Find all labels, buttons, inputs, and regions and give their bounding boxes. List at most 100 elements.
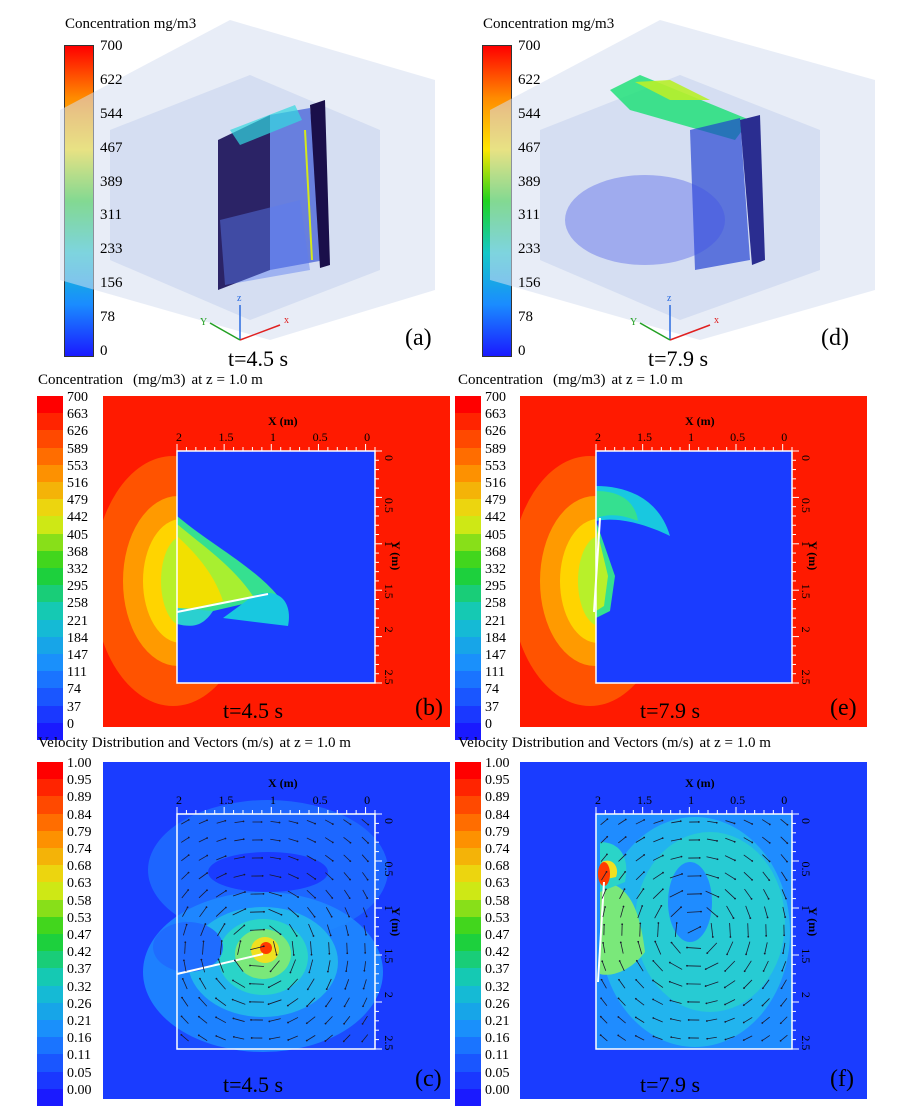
colorbar-swatch bbox=[37, 464, 63, 482]
velocity-vector-head bbox=[232, 1017, 235, 1020]
colorbar-level-label: 553 bbox=[485, 458, 506, 474]
velocity-vector bbox=[325, 872, 333, 880]
velocity-vector-head bbox=[606, 818, 609, 821]
triad-z-label: z bbox=[667, 293, 672, 304]
velocity-vector-head bbox=[292, 954, 295, 956]
colorbar-swatch bbox=[37, 568, 63, 586]
velocity-vector bbox=[181, 872, 189, 880]
velocity-vector bbox=[268, 891, 282, 897]
velocity-vector bbox=[249, 929, 265, 931]
velocity-vector-head bbox=[751, 823, 754, 825]
velocity-vector-head bbox=[206, 819, 208, 822]
x-axis-title: X (m) bbox=[685, 414, 715, 428]
velocity-vector bbox=[310, 941, 312, 955]
velocity-vector-head bbox=[742, 1039, 745, 1041]
colorbar-level-label: 37 bbox=[485, 699, 499, 715]
velocity-vector bbox=[182, 924, 188, 936]
velocity-vector-head bbox=[349, 878, 351, 881]
velocity-contour-c: 2 1.5 1 0.5 0 0 0.5 1 1.5 2 2.5 bbox=[143, 793, 396, 1052]
colorbar-level-label: 0.74 bbox=[67, 842, 92, 857]
velocity-vector-head bbox=[260, 839, 263, 841]
velocity-vector bbox=[361, 1034, 369, 1042]
velocity-vector bbox=[307, 906, 315, 918]
colorbar-swatch bbox=[37, 516, 63, 534]
velocity-vector bbox=[670, 856, 682, 860]
velocity-vector-head bbox=[243, 856, 245, 858]
colorbar-level-label: 0.21 bbox=[485, 1014, 510, 1029]
velocity-vector bbox=[343, 1034, 351, 1042]
velocity-vector-head bbox=[329, 934, 332, 937]
velocity-vector-head bbox=[654, 940, 657, 943]
colorbar-level-label: 332 bbox=[485, 562, 506, 577]
velocity-vector-head bbox=[734, 897, 736, 900]
velocity-vector bbox=[234, 820, 244, 824]
colorbar-swatch bbox=[37, 619, 63, 637]
velocity-vector bbox=[762, 1016, 770, 1024]
colorbar-swatch bbox=[37, 1071, 63, 1089]
velocity-vector-head bbox=[346, 952, 349, 955]
colorbar-tick: 544 bbox=[518, 105, 541, 122]
velocity-vector bbox=[652, 980, 664, 988]
x-tick-label: 2 bbox=[176, 430, 182, 444]
velocity-vector-head bbox=[348, 897, 351, 899]
velocity-vector-head bbox=[185, 923, 188, 926]
header-name: Velocity Distribution and Vectors (m/s) bbox=[38, 735, 274, 751]
panel-d: Concentration mg/m3 z x Y (d) t=7.9 s 70… bbox=[450, 0, 900, 372]
x-tick-label: 1 bbox=[688, 793, 694, 807]
y-tick-label: 0 bbox=[382, 455, 396, 461]
colorbar-level-label: 0 bbox=[67, 716, 74, 732]
colorbar-swatch bbox=[37, 447, 63, 465]
velocity-vector-head bbox=[634, 1016, 637, 1019]
colorbar-swatch bbox=[455, 1054, 481, 1072]
velocity-vector bbox=[725, 820, 735, 824]
velocity-vector bbox=[344, 997, 350, 1007]
velocity-vector bbox=[199, 906, 207, 918]
velocity-vector-head bbox=[679, 820, 682, 823]
velocity-vector bbox=[743, 1035, 753, 1041]
velocity-vector bbox=[270, 838, 280, 842]
velocity-vector bbox=[743, 871, 753, 881]
velocity-vector bbox=[762, 836, 770, 844]
velocity-vector-head bbox=[181, 996, 183, 999]
velocity-vector bbox=[743, 1017, 753, 1023]
y-tick-label: 2 bbox=[382, 992, 396, 998]
velocity-vector bbox=[288, 923, 298, 937]
velocity-vector bbox=[601, 979, 607, 989]
velocity-vector-head bbox=[652, 979, 654, 982]
colorbar-level-label: 295 bbox=[67, 579, 88, 595]
concentration-header: Concentration (mg/m3) at z = 1.0 m bbox=[38, 372, 263, 389]
colorbar-level-label: 0.26 bbox=[67, 996, 92, 1012]
colorbar-swatch bbox=[37, 1088, 63, 1106]
velocity-vector bbox=[362, 997, 368, 1007]
velocity-vector bbox=[363, 961, 367, 971]
header-at: at z = 1.0 m bbox=[279, 735, 351, 751]
y-tick-label: 2 bbox=[799, 627, 813, 633]
velocity-vector-head bbox=[765, 934, 768, 937]
colorbar-swatch bbox=[455, 568, 481, 586]
colorbar-level-label: 479 bbox=[67, 493, 88, 509]
colorbar-level-label: 0.89 bbox=[67, 790, 92, 806]
colorbar-swatch bbox=[37, 899, 63, 917]
colorbar-swatch bbox=[37, 985, 63, 1003]
velocity-vector bbox=[763, 960, 769, 972]
velocity-vector-head bbox=[215, 1016, 217, 1019]
velocity-vector-head bbox=[635, 959, 638, 962]
velocity-vector-head bbox=[249, 964, 251, 967]
velocity-vector bbox=[670, 906, 682, 918]
colorbar-level-label: 0.16 bbox=[485, 1031, 510, 1047]
velocity-vector-head bbox=[183, 959, 185, 962]
velocity-vector-head bbox=[732, 917, 735, 919]
velocity-vector-head bbox=[361, 1040, 364, 1043]
velocity-vector bbox=[219, 940, 223, 956]
colorbar-swatch bbox=[37, 882, 63, 900]
velocity-vector bbox=[324, 837, 334, 843]
colorbar-tick: 233 bbox=[518, 241, 541, 258]
colorbar-swatch bbox=[455, 671, 481, 689]
panel-a: Concentration mg/m3 z x Y (a) t=4.5 s 70… bbox=[0, 0, 450, 372]
velocity-vector bbox=[705, 873, 719, 879]
colorbar-level-label: 405 bbox=[67, 527, 88, 543]
colorbar-swatch bbox=[37, 396, 63, 414]
velocity-vector bbox=[233, 925, 245, 935]
colorbar-level-label: 368 bbox=[485, 544, 506, 560]
velocity-vector-head bbox=[268, 1020, 271, 1023]
